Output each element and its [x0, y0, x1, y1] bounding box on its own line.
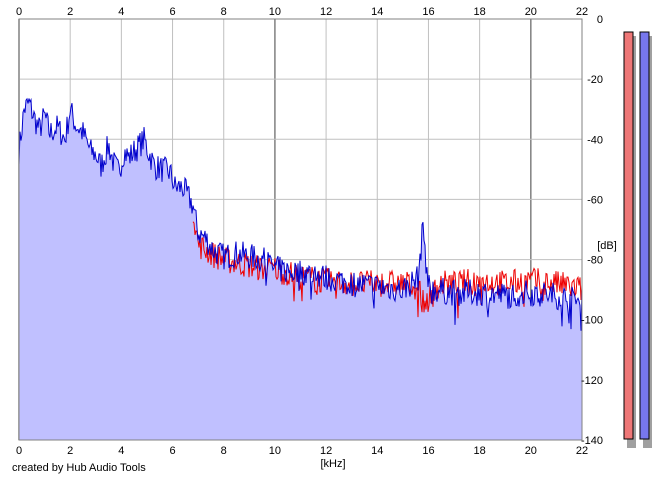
x-tick-label-top: 16 [422, 6, 434, 18]
y-tick-label: -120 [581, 375, 603, 387]
spectrum-fill [19, 98, 582, 440]
x-tick-label-top: 18 [474, 6, 486, 18]
x-tick-label-top: 8 [221, 6, 227, 18]
right-level-meter [639, 31, 650, 440]
x-tick-label-bottom: 16 [422, 445, 434, 457]
x-tick-label-bottom: 22 [576, 445, 588, 457]
x-tick-label-top: 22 [576, 6, 588, 18]
x-tick-label-bottom: 10 [269, 445, 281, 457]
x-tick-label-top: 2 [67, 6, 73, 18]
x-tick-label-bottom: 0 [16, 445, 22, 457]
left-channel-line [18, 97, 583, 331]
y-tick-label: -60 [587, 194, 603, 206]
x-tick-label-top: 4 [118, 6, 124, 18]
level-meters [623, 31, 652, 448]
credit-footer: created by Hub Audio Tools [12, 462, 146, 474]
y-tick-label: -20 [587, 74, 603, 86]
x-tick-label-bottom: 2 [67, 445, 73, 457]
right-channel-line [192, 221, 583, 319]
y-tick-label: 0 [597, 14, 603, 26]
x-tick-label-bottom: 12 [320, 445, 332, 457]
x-tick-label-bottom: 14 [371, 445, 383, 457]
y-tick-label: -80 [587, 255, 603, 267]
y-tick-labels: 0 -20 -40 -60 -80 -100 -120 -140 [581, 14, 603, 447]
x-tick-label-top: 6 [169, 6, 175, 18]
left-level-meter [623, 31, 634, 440]
y-axis-label: [dB] [597, 240, 617, 252]
plot-frame [18, 18, 583, 441]
x-tick-label-bottom: 18 [474, 445, 486, 457]
x-tick-label-bottom: 4 [118, 445, 124, 457]
x-tick-label-bottom: 6 [169, 445, 175, 457]
y-tick-label: -140 [581, 435, 603, 447]
y-tick-label: -100 [581, 315, 603, 327]
x-tick-label-top: 0 [16, 6, 22, 18]
x-tick-label-bottom: 20 [525, 445, 537, 457]
series-area [18, 97, 583, 440]
x-tick-label-top: 12 [320, 6, 332, 18]
x-tick-label-bottom: 8 [221, 445, 227, 457]
x-tick-label-top: 14 [371, 6, 383, 18]
x-axis-label: [kHz] [320, 458, 345, 470]
x-tick-label-top: 20 [525, 6, 537, 18]
y-tick-label: -40 [587, 134, 603, 146]
x-tick-label-top: 10 [269, 6, 281, 18]
